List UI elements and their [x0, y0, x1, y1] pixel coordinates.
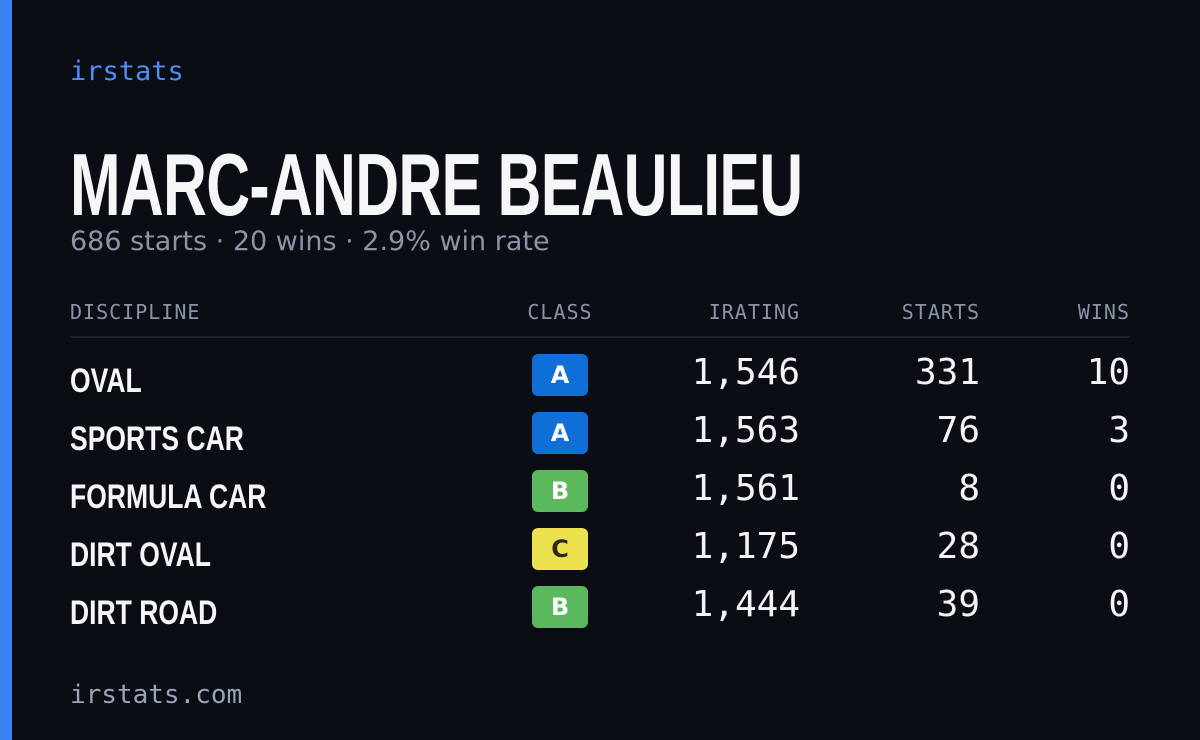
- irating: 1,563: [691, 410, 800, 451]
- footer-site: irstats.com: [70, 680, 243, 710]
- wins: 0: [1108, 468, 1130, 509]
- column-header: IRATING: [708, 300, 800, 324]
- wins: 10: [1086, 352, 1130, 393]
- column-header: STARTS: [901, 300, 980, 324]
- column-header: CLASS: [527, 300, 593, 324]
- starts: 28: [936, 526, 980, 567]
- class-badge: B: [532, 470, 588, 512]
- wins: 0: [1108, 526, 1130, 567]
- brand: irstats: [70, 56, 184, 87]
- column-header: DISCIPLINE: [70, 300, 201, 324]
- starts: 8: [958, 468, 980, 509]
- discipline: OVAL: [70, 362, 142, 400]
- starts: 39: [936, 584, 980, 625]
- discipline: FORMULA CAR: [70, 478, 267, 516]
- irating: 1,444: [691, 584, 800, 625]
- column-header: WINS: [1077, 300, 1130, 324]
- wins: 0: [1108, 584, 1130, 625]
- irating: 1,546: [691, 352, 800, 393]
- irating: 1,561: [691, 468, 800, 509]
- discipline: DIRT OVAL: [70, 536, 211, 574]
- wins: 3: [1108, 410, 1130, 451]
- starts: 331: [914, 352, 980, 393]
- discipline: DIRT ROAD: [70, 594, 218, 632]
- header-rule: [70, 336, 1130, 338]
- accent-bar: [0, 0, 12, 740]
- discipline: SPORTS CAR: [70, 420, 244, 458]
- summary: 686 starts · 20 wins · 2.9% win rate: [70, 226, 550, 257]
- class-badge: A: [532, 354, 588, 396]
- class-badge: C: [532, 528, 588, 570]
- class-badge: B: [532, 586, 588, 628]
- irating: 1,175: [691, 526, 800, 567]
- driver-name: MARC-ANDRE BEAULIEU: [70, 135, 803, 234]
- class-badge: A: [532, 412, 588, 454]
- starts: 76: [936, 410, 980, 451]
